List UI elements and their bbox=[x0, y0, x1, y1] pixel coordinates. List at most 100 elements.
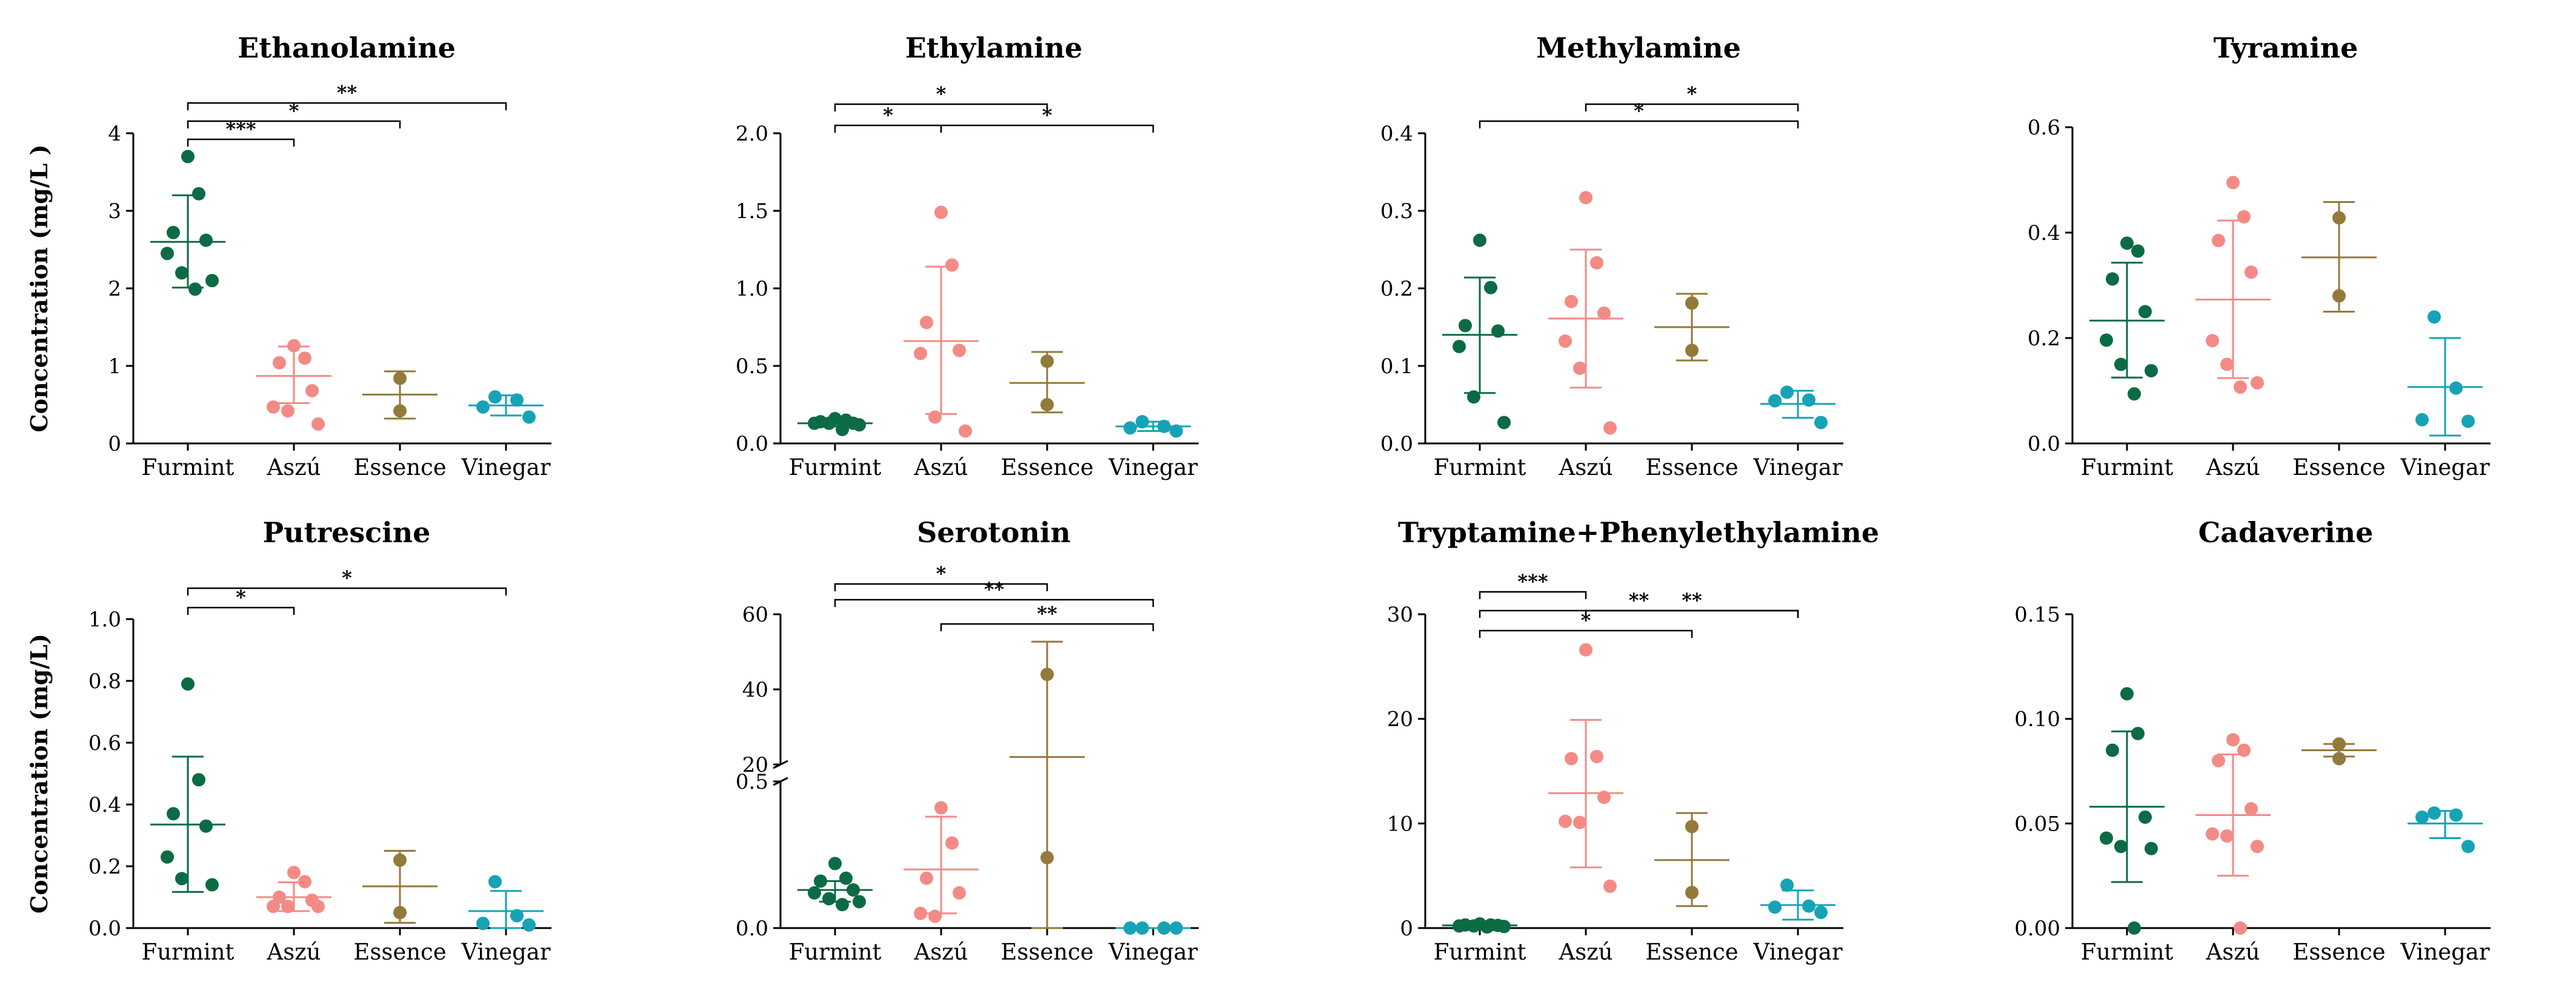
y-tick-label: 1.0 bbox=[736, 277, 768, 301]
x-tick-label: Furmint bbox=[789, 454, 882, 480]
y-tick-label: 1.0 bbox=[88, 608, 121, 632]
data-point bbox=[1573, 361, 1586, 375]
y-tick-label: 0.0 bbox=[736, 917, 768, 941]
data-point bbox=[1491, 324, 1505, 338]
data-point bbox=[2332, 211, 2346, 225]
series-vinegar bbox=[1116, 921, 1191, 935]
data-point bbox=[281, 900, 295, 914]
data-point bbox=[953, 343, 966, 357]
data-point bbox=[2251, 840, 2264, 854]
data-point bbox=[1579, 191, 1593, 205]
data-point bbox=[1579, 643, 1593, 657]
y-tick-label: 60 bbox=[742, 603, 768, 627]
series-vinegar bbox=[468, 875, 544, 932]
y-axis-label: Concentration (mg/L) bbox=[25, 634, 53, 914]
data-point bbox=[1573, 815, 1586, 829]
data-point bbox=[1768, 394, 1782, 408]
x-tick-label: Essence bbox=[2292, 939, 2385, 965]
y-tick-label: 0.2 bbox=[1380, 277, 1413, 301]
data-point bbox=[1484, 280, 1497, 294]
significance-bracket bbox=[1585, 103, 1799, 111]
series-asz bbox=[256, 866, 331, 914]
significance-bracket bbox=[1479, 120, 1799, 128]
data-point bbox=[2206, 827, 2219, 841]
data-point bbox=[311, 900, 325, 914]
data-point bbox=[199, 819, 213, 833]
data-point bbox=[1802, 393, 1816, 407]
significance-label: * bbox=[1634, 99, 1644, 122]
chart-title: Methylamine bbox=[1536, 32, 1741, 64]
data-point bbox=[1802, 899, 1816, 913]
y-tick-label: 30 bbox=[1387, 603, 1413, 627]
data-point bbox=[510, 909, 524, 923]
data-point bbox=[1685, 886, 1699, 900]
data-point bbox=[1780, 385, 1794, 399]
significance-bracket bbox=[834, 103, 1048, 111]
data-point bbox=[1123, 421, 1137, 435]
data-point bbox=[2461, 414, 2475, 428]
y-tick-label: 0 bbox=[108, 432, 121, 456]
series-furmint bbox=[150, 150, 225, 296]
significance-label: ** bbox=[984, 578, 1005, 601]
data-point bbox=[2220, 357, 2234, 371]
data-point bbox=[2449, 808, 2463, 822]
x-tick-label: Vinegar bbox=[461, 939, 550, 965]
data-point bbox=[1497, 416, 1511, 429]
data-point bbox=[393, 906, 407, 920]
x-tick-label: Vinegar bbox=[2400, 939, 2489, 965]
data-point bbox=[822, 416, 836, 430]
data-point bbox=[928, 909, 942, 923]
series-vinegar bbox=[1760, 385, 1835, 429]
y-tick-label: 0.05 bbox=[2014, 812, 2060, 836]
significance-bracket bbox=[834, 583, 1048, 591]
data-point bbox=[2461, 840, 2475, 854]
x-tick-label: Aszú bbox=[266, 454, 321, 480]
data-point bbox=[2138, 305, 2152, 319]
data-point bbox=[2120, 687, 2134, 701]
y-tick-label: 0.6 bbox=[88, 731, 121, 755]
data-point bbox=[920, 316, 933, 330]
data-point bbox=[181, 677, 195, 691]
chart-title: Putrescine bbox=[263, 516, 431, 549]
y-tick-label: 0.5 bbox=[736, 770, 768, 794]
data-point bbox=[287, 866, 301, 880]
y-tick-label: 2 bbox=[108, 277, 121, 301]
series-asz bbox=[904, 801, 979, 923]
significance-bracket bbox=[187, 138, 295, 147]
data-point bbox=[298, 875, 311, 889]
data-point bbox=[1597, 306, 1611, 320]
data-point bbox=[205, 274, 219, 288]
x-tick-label: Essence bbox=[353, 939, 446, 965]
series-essence bbox=[2301, 201, 2377, 313]
series-essence bbox=[2301, 737, 2377, 766]
significance-bracket bbox=[187, 102, 507, 110]
y-tick-label: 0 bbox=[1400, 917, 1413, 941]
data-point bbox=[2332, 752, 2346, 766]
y-tick-label: 0.6 bbox=[2028, 116, 2060, 140]
data-point bbox=[2332, 289, 2346, 303]
significance-label: * bbox=[936, 562, 947, 585]
data-point bbox=[476, 400, 490, 414]
x-tick-label: Aszú bbox=[2205, 454, 2260, 480]
x-tick-label: Essence bbox=[353, 454, 446, 480]
significance-label: ** bbox=[337, 81, 358, 104]
x-tick-label: Vinegar bbox=[1752, 454, 1842, 480]
series-essence bbox=[1010, 640, 1085, 929]
significance-label: ** bbox=[1682, 589, 1702, 612]
data-point bbox=[1170, 424, 1183, 438]
data-point bbox=[488, 875, 502, 889]
significance-label: *** bbox=[1517, 570, 1548, 593]
data-point bbox=[175, 266, 188, 280]
data-point bbox=[1136, 921, 1149, 935]
data-point bbox=[2128, 387, 2141, 401]
data-point bbox=[920, 871, 933, 885]
data-point bbox=[273, 356, 286, 370]
data-point bbox=[836, 422, 849, 436]
y-tick-label: 0.3 bbox=[1380, 199, 1413, 224]
data-point bbox=[836, 898, 849, 912]
y-tick-label: 0.15 bbox=[2014, 603, 2060, 627]
significance-bracket bbox=[940, 623, 1154, 631]
series-furmint bbox=[1442, 233, 1517, 429]
data-point bbox=[2220, 829, 2234, 843]
